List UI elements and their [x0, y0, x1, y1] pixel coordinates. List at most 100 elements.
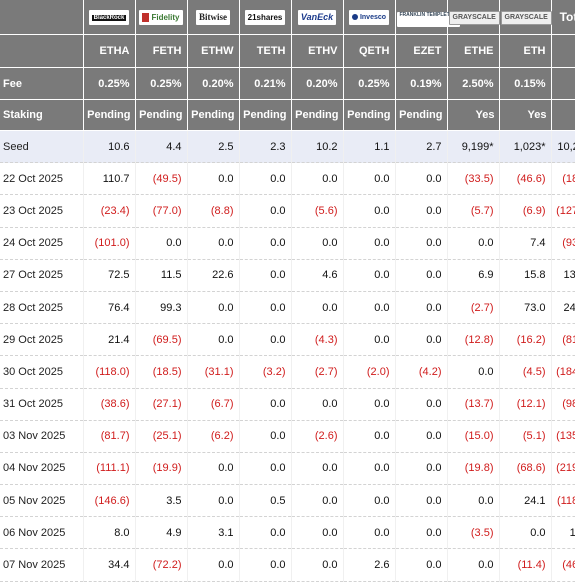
- flow-cell: (72.2): [135, 548, 188, 582]
- flow-cell: 0.0: [291, 548, 344, 582]
- flow-cell: (2.7): [447, 291, 500, 325]
- ticker-cell: ETHV: [291, 34, 344, 68]
- flow-cell: 0.0: [395, 323, 448, 357]
- flow-cell: (27.1): [135, 388, 188, 421]
- table-row: 24 Oct 2025 (101.0) 0.0 0.0 0.0 0.0 0.0 0.0 0.0 7…: [0, 227, 575, 260]
- issuer-logo-text: BlackRock: [91, 14, 127, 21]
- issuer-logo-text: 21shares: [247, 12, 283, 22]
- flow-cell: 0.0: [291, 388, 344, 421]
- row-total-cell: (81.4): [551, 323, 575, 357]
- flow-cell: 99.3: [135, 291, 188, 325]
- flow-cell: 2.6: [343, 548, 396, 582]
- flow-cell: 0.0: [187, 452, 240, 486]
- staking-cell: Yes: [499, 99, 552, 131]
- flow-cell: 1,023*: [499, 130, 552, 164]
- flow-cell: 0.0: [447, 484, 500, 518]
- flow-cell: (6.7): [187, 388, 240, 421]
- flow-cell: (15.0): [447, 420, 500, 453]
- issuer-logo-cell: VanEck: [291, 0, 344, 35]
- flow-cell: 11.5: [135, 259, 188, 292]
- fee-cell: 0.19%: [395, 67, 448, 100]
- flow-cell: (81.7): [83, 420, 136, 453]
- issuer-logo: Invesco: [348, 9, 390, 25]
- staking-cell: Pending: [239, 99, 292, 131]
- flow-cell: (46.6): [499, 162, 552, 196]
- flow-cell: 0.0: [187, 323, 240, 357]
- flow-cell: 0.0: [239, 388, 292, 421]
- flow-cell: 1.1: [343, 130, 396, 164]
- issuer-logo: Fidelity: [139, 9, 183, 25]
- table-row: 27 Oct 2025 72.5 11.5 22.6 0.0 4.6 0.0 0.0 6.9 15…: [0, 259, 575, 292]
- flow-cell: 0.0: [343, 388, 396, 421]
- flow-cell: 10.2: [291, 130, 344, 164]
- flow-cell: (19.8): [447, 452, 500, 486]
- flow-cell: 0.0: [447, 227, 500, 260]
- row-date-label: 22 Oct 2025: [0, 162, 84, 196]
- flow-cell: 0.0: [395, 484, 448, 518]
- flow-cell: 2.3: [239, 130, 292, 164]
- flow-cell: (4.3): [291, 323, 344, 357]
- row-total-cell: 133.9: [551, 259, 575, 292]
- issuer-logo-cell: BlackRock: [83, 0, 136, 35]
- flow-cell: 0.0: [343, 194, 396, 228]
- ticker-cell: ETHA: [83, 34, 136, 68]
- fee-cell: 2.50%: [447, 67, 500, 100]
- flow-cell: (13.7): [447, 388, 500, 421]
- staking-cell: Pending: [135, 99, 188, 131]
- row-date-label: 30 Oct 2025: [0, 355, 84, 389]
- row-total-cell: (18.9): [551, 162, 575, 196]
- issuer-logo-text: VanEck: [300, 11, 334, 22]
- flow-cell: (3.5): [447, 516, 500, 550]
- flow-cell: 0.0: [395, 291, 448, 325]
- flow-cell: (6.2): [187, 420, 240, 453]
- flow-cell: (146.6): [83, 484, 136, 518]
- ticker-cell: ETH: [499, 34, 552, 68]
- flow-cell: 73.0: [499, 291, 552, 325]
- flow-cell: (101.0): [83, 227, 136, 260]
- issuer-logo: 21shares: [244, 9, 286, 25]
- flow-cell: 0.0: [395, 452, 448, 486]
- issuer-logo: GRAYSCALE: [500, 10, 552, 25]
- ticker-row-label: [0, 34, 84, 68]
- flow-cell: 0.0: [395, 420, 448, 453]
- flow-cell: 0.0: [187, 548, 240, 582]
- ticker-cell: QETH: [343, 34, 396, 68]
- flow-cell: 10.6: [83, 130, 136, 164]
- issuer-logo-cell: 21shares: [239, 0, 292, 35]
- flow-cell: 0.0: [499, 516, 552, 550]
- flow-cell: 15.8: [499, 259, 552, 292]
- flow-cell: 0.0: [343, 291, 396, 325]
- seed-row: Seed 10.6 4.4 2.5 2.3 10.2 1.1 2.7 9,199* 1,023* 1…: [0, 130, 575, 164]
- row-total-cell: (219.4): [551, 452, 575, 486]
- row-date-label: 06 Nov 2025: [0, 516, 84, 550]
- fee-cell: 0.20%: [291, 67, 344, 100]
- flow-cell: (2.7): [291, 355, 344, 389]
- flow-cell: 0.0: [343, 420, 396, 453]
- flow-cell: 24.1: [499, 484, 552, 518]
- row-total-cell: (93.6): [551, 227, 575, 260]
- flow-cell: (111.1): [83, 452, 136, 486]
- flow-cell: 0.0: [239, 227, 292, 260]
- flow-cell: 0.0: [395, 516, 448, 550]
- flow-cell: 76.4: [83, 291, 136, 325]
- flow-cell: 0.0: [135, 227, 188, 260]
- flow-cell: (18.5): [135, 355, 188, 389]
- row-date-label: 07 Nov 2025: [0, 548, 84, 582]
- ticker-total-blank: [551, 34, 575, 68]
- flow-cell: (77.0): [135, 194, 188, 228]
- flow-cell: 7.4: [499, 227, 552, 260]
- flow-cell: 0.0: [395, 259, 448, 292]
- staking-total-blank: [551, 99, 575, 131]
- flow-cell: 0.0: [343, 227, 396, 260]
- flow-cell: 2.5: [187, 130, 240, 164]
- flow-cell: 2.7: [395, 130, 448, 164]
- flow-cell: 0.0: [239, 548, 292, 582]
- flow-cell: 110.7: [83, 162, 136, 196]
- flow-cell: (68.6): [499, 452, 552, 486]
- flow-cell: 4.6: [291, 259, 344, 292]
- flow-cell: 34.4: [83, 548, 136, 582]
- table-row: 22 Oct 2025 110.7 (49.5) 0.0 0.0 0.0 0.0 0.0 (33…: [0, 162, 575, 196]
- ticker-cell: ETHW: [187, 34, 240, 68]
- staking-cell: Yes: [447, 99, 500, 131]
- row-date-label: 31 Oct 2025: [0, 388, 84, 421]
